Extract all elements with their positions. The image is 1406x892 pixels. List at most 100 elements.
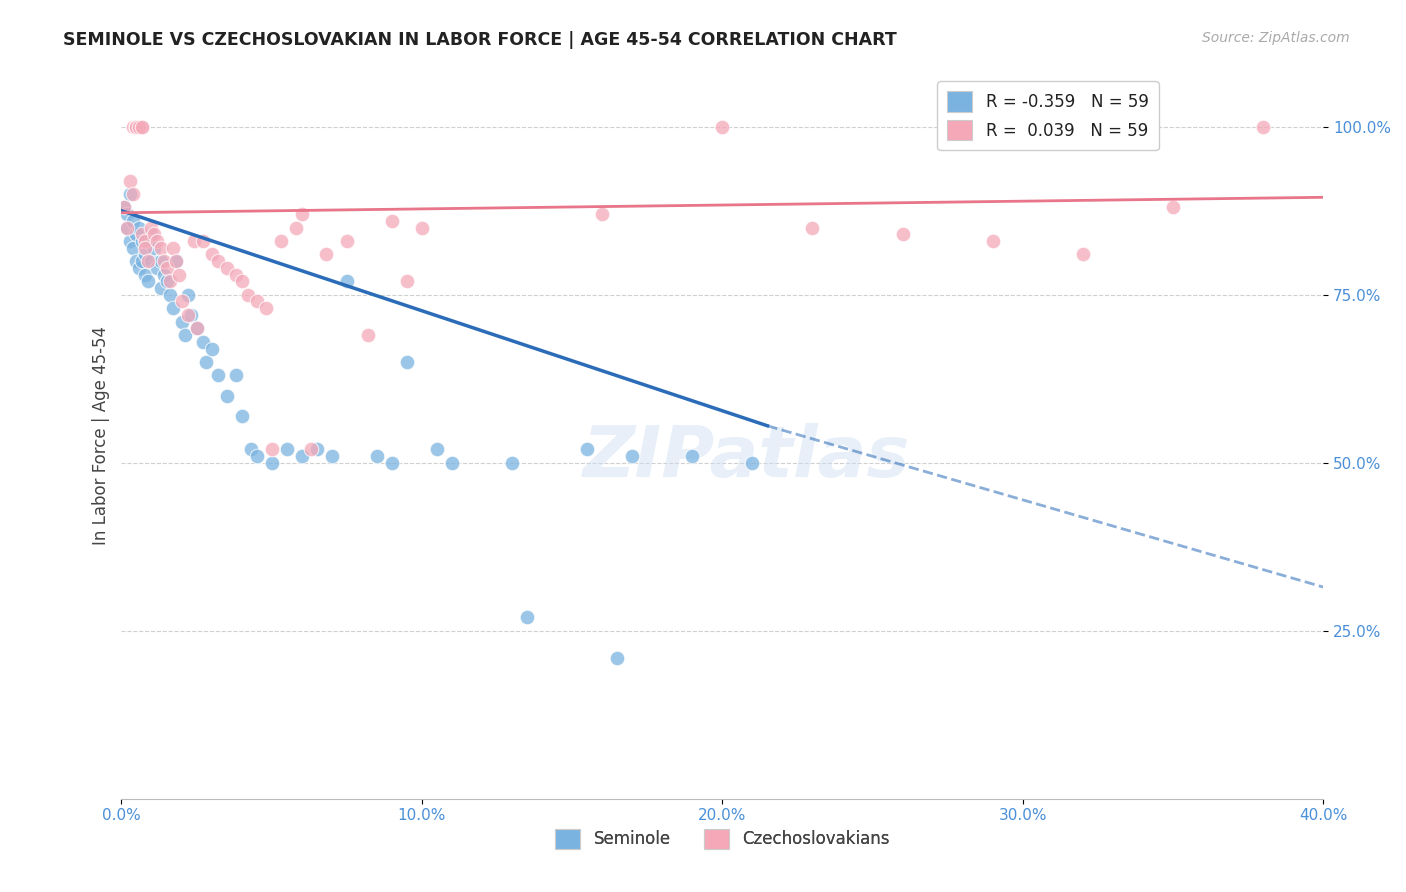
Point <box>200 342 222 356</box>
Point <box>159 287 181 301</box>
Point <box>117 220 139 235</box>
Point <box>215 260 238 275</box>
Point <box>134 268 156 282</box>
Point <box>131 254 153 268</box>
Point <box>516 610 538 624</box>
Point <box>1251 120 1274 134</box>
Point <box>231 274 253 288</box>
Point <box>141 220 163 235</box>
Point <box>681 449 703 463</box>
Point <box>134 241 156 255</box>
Point <box>143 227 166 242</box>
Point <box>194 355 217 369</box>
Point <box>125 120 148 134</box>
Point <box>176 287 198 301</box>
Point <box>128 260 150 275</box>
Point <box>284 220 307 235</box>
Point <box>191 334 214 349</box>
Point <box>120 186 142 201</box>
Point <box>381 456 404 470</box>
Point <box>134 247 156 261</box>
Point <box>215 388 238 402</box>
Point <box>155 260 177 275</box>
Point <box>180 308 202 322</box>
Point <box>128 220 150 235</box>
Point <box>200 247 222 261</box>
Point <box>207 368 229 383</box>
Point <box>291 449 314 463</box>
Point <box>254 301 277 315</box>
Point <box>321 449 343 463</box>
Point <box>165 254 187 268</box>
Point <box>336 234 359 248</box>
Point <box>131 120 153 134</box>
Point <box>395 274 418 288</box>
Point <box>711 120 734 134</box>
Point <box>128 120 150 134</box>
Point <box>167 268 190 282</box>
Point <box>411 220 433 235</box>
Point <box>176 308 198 322</box>
Y-axis label: In Labor Force | Age 45-54: In Labor Force | Age 45-54 <box>93 326 110 545</box>
Point <box>440 456 463 470</box>
Point <box>141 254 163 268</box>
Point <box>225 368 247 383</box>
Point <box>981 234 1004 248</box>
Point <box>231 409 253 423</box>
Point <box>207 254 229 268</box>
Point <box>162 241 184 255</box>
Point <box>125 227 148 242</box>
Point <box>120 234 142 248</box>
Point <box>357 328 380 343</box>
Point <box>276 442 298 457</box>
Point <box>606 650 628 665</box>
Point <box>801 220 824 235</box>
Point <box>186 321 208 335</box>
Point <box>336 274 359 288</box>
Point <box>170 315 193 329</box>
Point <box>299 442 322 457</box>
Point <box>891 227 914 242</box>
Point <box>125 254 148 268</box>
Point <box>114 200 136 214</box>
Text: SEMINOLE VS CZECHOSLOVAKIAN IN LABOR FORCE | AGE 45-54 CORRELATION CHART: SEMINOLE VS CZECHOSLOVAKIAN IN LABOR FOR… <box>63 31 897 49</box>
Point <box>1071 247 1094 261</box>
Point <box>117 220 139 235</box>
Point <box>366 449 388 463</box>
Point <box>260 456 283 470</box>
Point <box>138 274 160 288</box>
Point <box>152 254 174 268</box>
Point <box>426 442 449 457</box>
Point <box>117 207 139 221</box>
Point <box>146 234 169 248</box>
Point <box>149 281 172 295</box>
Point <box>381 214 404 228</box>
Point <box>128 120 150 134</box>
Point <box>270 234 292 248</box>
Point <box>291 207 314 221</box>
Point <box>149 254 172 268</box>
Point <box>155 274 177 288</box>
Point <box>591 207 613 221</box>
Point <box>162 301 184 315</box>
Point <box>122 186 145 201</box>
Point <box>305 442 328 457</box>
Point <box>225 268 247 282</box>
Point <box>183 234 205 248</box>
Point <box>122 120 145 134</box>
Point <box>239 442 262 457</box>
Point <box>1161 200 1184 214</box>
Point <box>114 200 136 214</box>
Point <box>621 449 644 463</box>
Point <box>141 227 163 242</box>
Point <box>152 268 174 282</box>
Point <box>173 328 195 343</box>
Text: Source: ZipAtlas.com: Source: ZipAtlas.com <box>1202 31 1350 45</box>
Point <box>125 120 148 134</box>
Point <box>159 274 181 288</box>
Point <box>395 355 418 369</box>
Point <box>186 321 208 335</box>
Point <box>134 234 156 248</box>
Point <box>236 287 259 301</box>
Point <box>741 456 763 470</box>
